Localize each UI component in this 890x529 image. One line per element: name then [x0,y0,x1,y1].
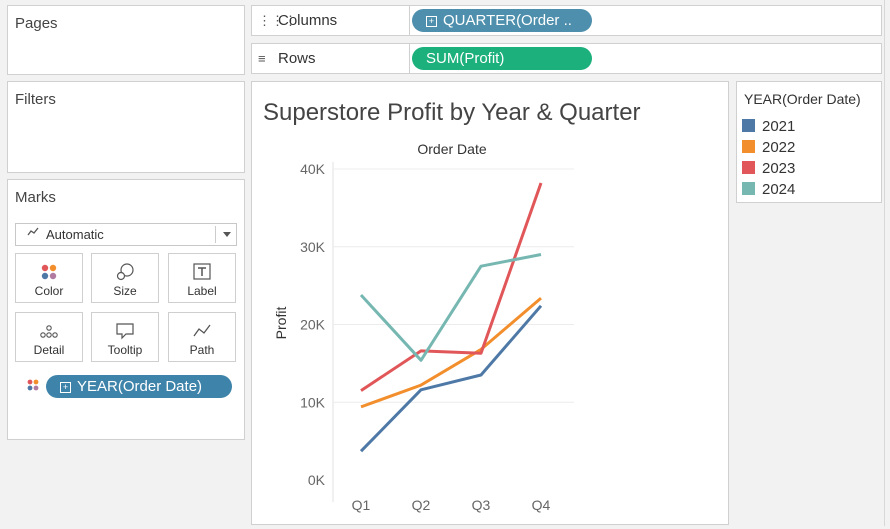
rows-icon: ≡ [258,51,266,66]
series-line-2022[interactable] [360,296,542,409]
size-card-button[interactable]: Size [91,253,159,303]
y-axis-label: Profit [273,307,289,340]
label-card-label: Label [187,284,217,298]
series-line-2021[interactable] [359,304,543,453]
line-chart[interactable]: Superstore Profit by Year & Quarter Orde… [252,82,728,524]
pages-title: Pages [15,15,58,32]
color-card-button[interactable]: Color [15,253,83,303]
legend-title: YEAR(Order Date) [744,91,861,107]
column-header: Order Date [417,141,486,157]
year-color-pill-label: YEAR(Order Date) [77,378,203,395]
columns-icon: ⋮⋮⋮ [258,13,297,28]
legend-item-2021[interactable]: 2021 [742,118,795,138]
legend-item-2023[interactable]: 2023 [742,160,795,180]
legend-swatch [742,161,755,174]
legend-label: 2024 [762,181,796,198]
legend-label: 2021 [762,118,796,135]
series-line-2023[interactable] [360,182,543,392]
expand-plus-icon: + [426,16,437,27]
quarter-column-pill[interactable]: + QUARTER(Order .. [412,9,592,32]
x-tick-label: Q2 [412,497,431,513]
filters-shelf[interactable]: Filters [7,81,245,173]
chart-title: Superstore Profit by Year & Quarter [263,99,641,126]
x-tick-label: Q1 [352,497,371,513]
right-edge-divider [884,0,885,526]
expand-plus-icon: + [60,382,71,393]
pages-shelf[interactable]: Pages [7,5,245,75]
path-card-label: Path [189,343,215,357]
color-encoding-icon [25,377,41,398]
label-card-button[interactable]: Label [168,253,236,303]
color-dots-icon [16,260,82,284]
y-tick-label: 20K [300,317,326,333]
y-tick-label: 40K [300,161,326,177]
profit-row-pill-label: SUM(Profit) [426,50,505,67]
y-tick-label: 30K [300,239,326,255]
label-t-icon [169,260,235,284]
legend-swatch [742,182,755,195]
tooltip-card-label: Tooltip [107,343,143,357]
filters-title: Filters [15,91,56,108]
tooltip-card-button[interactable]: Tooltip [91,312,159,362]
mark-type-dropdown[interactable]: Automatic [15,223,237,246]
color-card-label: Color [34,284,64,298]
x-tick-label: Q3 [472,497,491,513]
columns-shelf-label: ⋮⋮⋮Columns [252,6,410,35]
detail-card-button[interactable]: Detail [15,312,83,362]
path-line-icon [169,319,235,343]
legend-item-2024[interactable]: 2024 [742,181,795,201]
rows-shelf-label: ≡ Rows [252,44,410,73]
legend-label: 2023 [762,160,796,177]
legend-label: 2022 [762,139,796,156]
chart-pane: Superstore Profit by Year & Quarter Orde… [251,81,729,525]
tooltip-bubble-icon [92,319,158,343]
detail-dots-icon [16,319,82,343]
x-tick-label: Q4 [532,497,551,513]
year-color-pill[interactable]: + YEAR(Order Date) [46,375,232,398]
y-tick-label: 0K [308,472,326,488]
path-card-button[interactable]: Path [168,312,236,362]
series-line-2024[interactable] [359,253,542,362]
quarter-column-pill-label: QUARTER(Order .. [443,12,572,29]
color-legend: YEAR(Order Date) 2021 2022 2023 2024 [736,81,882,203]
columns-shelf[interactable]: ⋮⋮⋮Columns + QUARTER(Order .. [251,5,882,36]
line-chart-icon [27,226,39,241]
chevron-down-icon [223,232,231,237]
mark-type-label: Automatic [46,227,104,242]
size-card-label: Size [113,284,137,298]
detail-card-label: Detail [33,343,65,357]
legend-swatch [742,119,755,132]
y-tick-label: 10K [300,394,326,410]
rows-shelf[interactable]: ≡ Rows SUM(Profit) [251,43,882,74]
legend-swatch [742,140,755,153]
marks-card: Marks Automatic Color Size [7,179,245,440]
legend-item-2022[interactable]: 2022 [742,139,795,159]
profit-row-pill[interactable]: SUM(Profit) [412,47,592,70]
marks-title: Marks [15,189,56,206]
size-circles-icon [92,260,158,284]
